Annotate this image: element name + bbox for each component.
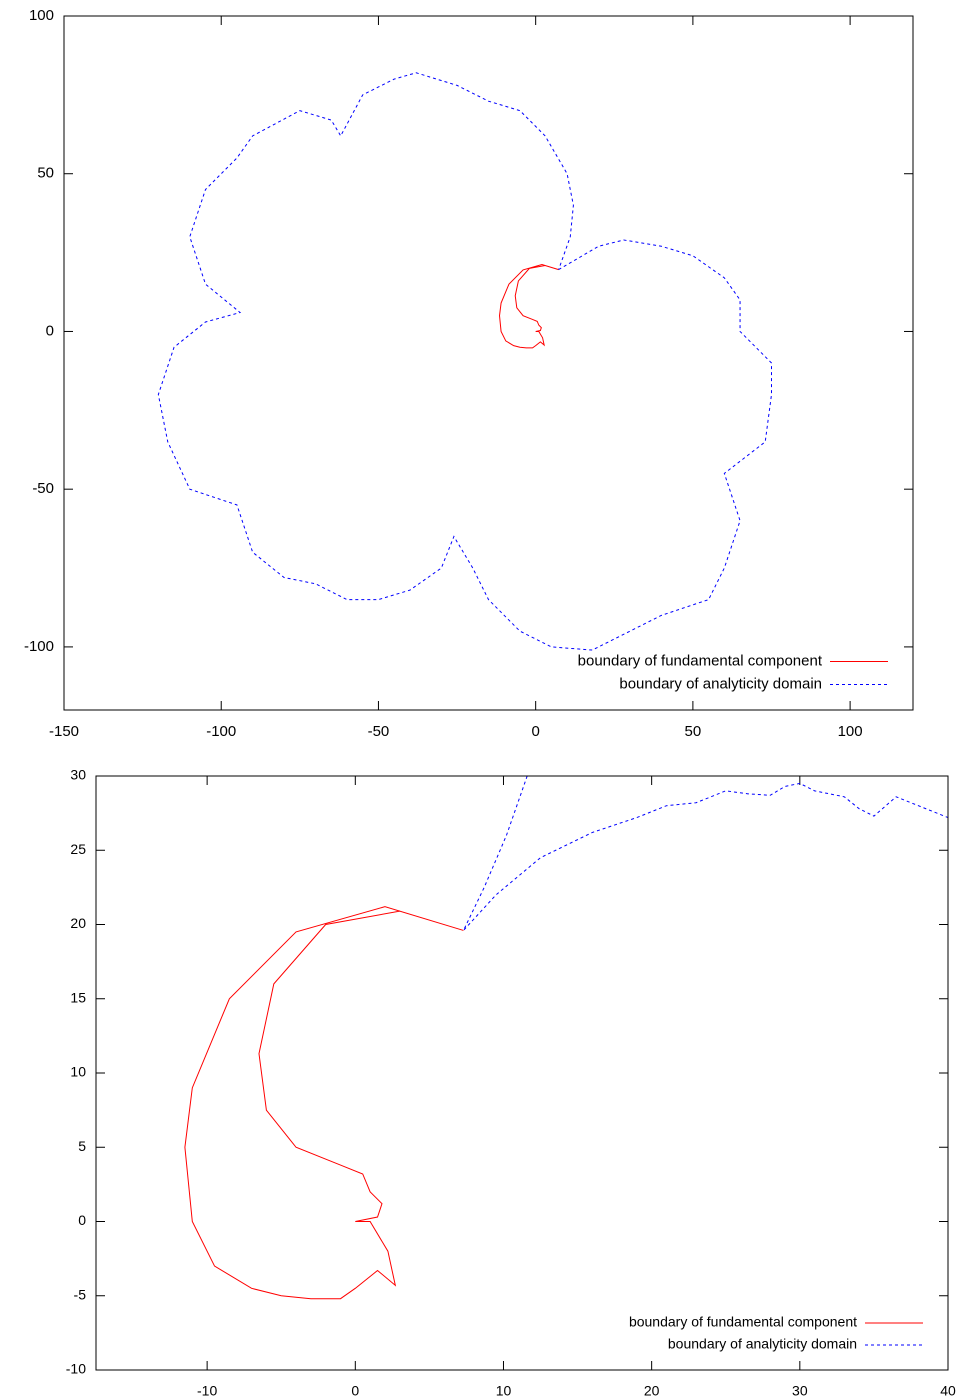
y-tick-label: 5	[78, 1138, 86, 1154]
plot-frame	[95, 775, 949, 1371]
x-tick-label: 10	[496, 1383, 512, 1399]
legend-label: boundary of fundamental component	[578, 652, 823, 669]
y-tick-label: -100	[24, 638, 54, 655]
y-tick-label: 50	[37, 165, 54, 182]
y-tick-label: -5	[74, 1286, 87, 1302]
y-tick-label: -10	[66, 1361, 86, 1377]
x-tick-label: -10	[197, 1383, 217, 1399]
x-tick-label: 50	[685, 723, 702, 740]
series-line	[184, 906, 464, 1300]
x-tick-label: 100	[838, 723, 863, 740]
y-tick-label: 15	[70, 989, 86, 1005]
x-tick-label: 40	[940, 1383, 956, 1399]
legend-label: boundary of analyticity domain	[619, 675, 822, 692]
x-tick-label: -50	[368, 723, 390, 740]
x-tick-label: 0	[351, 1383, 359, 1399]
y-tick-label: 100	[29, 7, 54, 24]
y-tick-label: 25	[70, 841, 86, 857]
legend-label: boundary of fundamental component	[629, 1314, 857, 1330]
legend-label: boundary of analyticity domain	[668, 1336, 857, 1352]
series-line	[157, 72, 772, 651]
plot-frame	[63, 15, 914, 711]
y-tick-label: 0	[78, 1212, 86, 1228]
y-tick-label: 10	[70, 1064, 86, 1080]
x-tick-label: -150	[49, 723, 79, 740]
y-tick-label: -50	[32, 480, 54, 497]
series-line	[499, 264, 559, 349]
chart: -150 -100 -50 0 50 100 -100 -50 0 50 100 boundary o…	[24, 7, 914, 740]
x-tick-label: 30	[792, 1383, 808, 1399]
x-tick-label: 20	[644, 1383, 660, 1399]
y-tick-label: 20	[70, 915, 86, 931]
y-tick-label: 30	[70, 767, 86, 783]
y-tick-label: 0	[46, 322, 54, 339]
x-tick-label: -100	[206, 723, 236, 740]
series-line	[463, 776, 948, 931]
x-tick-label: 0	[531, 723, 539, 740]
chart: -10 0 10 20 30 40 -10 -5 0 5 10 15 20 25 30 boundary of…	[66, 767, 956, 1399]
